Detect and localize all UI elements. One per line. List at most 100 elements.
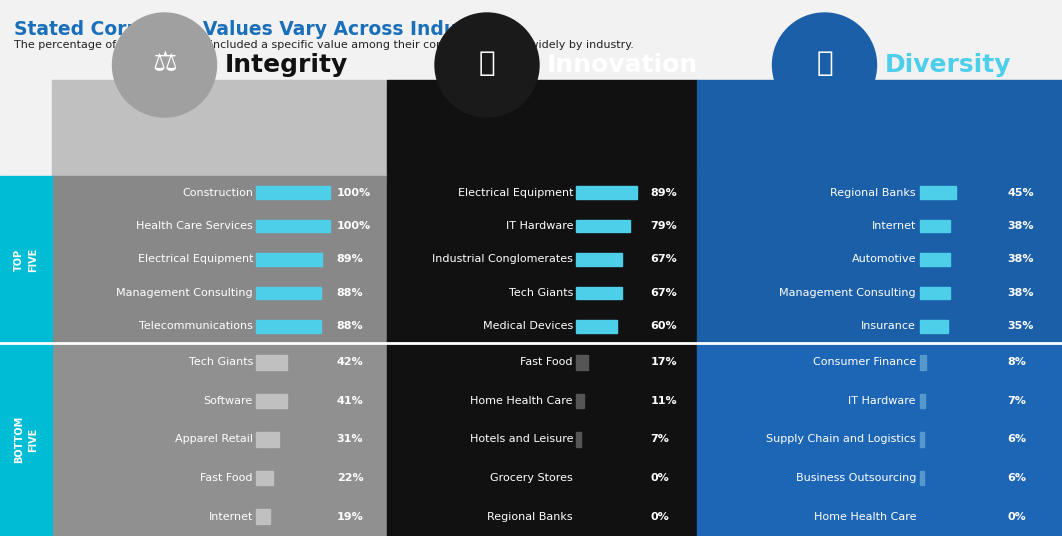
Text: 17%: 17% [651,358,678,367]
Text: 22%: 22% [337,473,363,483]
Bar [920,253,950,266]
Text: 67%: 67% [651,288,678,298]
Text: Telecommunications: Telecommunications [139,321,253,331]
Text: 🤲: 🤲 [817,49,833,77]
Bar [256,432,279,447]
Bar [920,432,924,447]
Bar [256,253,322,266]
Text: Diversity: Diversity [885,53,1011,77]
Text: 100%: 100% [337,221,371,231]
Text: 38%: 38% [1007,255,1033,264]
Text: Supply Chain and Logistics: Supply Chain and Logistics [767,435,917,444]
Bar [387,80,697,176]
Text: 7%: 7% [651,435,669,444]
Text: The percentage of companies that included a specific value among their core valu: The percentage of companies that include… [14,40,634,50]
Text: Insurance: Insurance [861,321,917,331]
Text: Software: Software [204,396,253,406]
Text: BOTTOM
FIVE: BOTTOM FIVE [14,416,38,463]
Bar [52,176,387,343]
Bar [576,393,584,408]
Text: Tech Giants: Tech Giants [509,288,573,298]
Bar [576,253,621,266]
Bar [256,393,287,408]
Bar [256,355,288,370]
Text: 88%: 88% [337,321,363,331]
Text: 31%: 31% [337,435,363,444]
Text: Fast Food: Fast Food [201,473,253,483]
Text: Home Health Care: Home Health Care [813,512,917,522]
Text: Business Outsourcing: Business Outsourcing [795,473,917,483]
Text: 38%: 38% [1007,221,1033,231]
Text: Electrical Equipment: Electrical Equipment [137,255,253,264]
Text: 0%: 0% [651,473,669,483]
Text: Tech Giants: Tech Giants [189,358,253,367]
Text: Electrical Equipment: Electrical Equipment [458,188,573,198]
Text: 38%: 38% [1007,288,1033,298]
Text: 67%: 67% [651,255,678,264]
Text: Hotels and Leisure: Hotels and Leisure [469,435,573,444]
Text: 88%: 88% [337,288,363,298]
Bar [920,287,950,299]
Bar [256,509,271,524]
Text: IT Hardware: IT Hardware [849,396,917,406]
Text: Apparel Retail: Apparel Retail [175,435,253,444]
Text: 60%: 60% [651,321,678,331]
Bar [0,176,52,343]
Text: Regional Banks: Regional Banks [487,512,573,522]
Bar [256,471,273,486]
Bar [256,187,330,199]
Text: 💡: 💡 [479,49,495,77]
Bar [576,320,617,333]
Text: TOP
FIVE: TOP FIVE [14,248,38,272]
Text: 42%: 42% [337,358,363,367]
Text: ⚖: ⚖ [152,49,177,77]
Bar [920,220,950,233]
Bar [52,343,387,536]
Bar [920,355,926,370]
Bar [256,287,321,299]
Text: Management Consulting: Management Consulting [780,288,917,298]
Text: Medical Devices: Medical Devices [483,321,573,331]
Bar [576,355,587,370]
Circle shape [772,13,876,117]
Text: Consumer Finance: Consumer Finance [812,358,917,367]
Text: 7%: 7% [1007,396,1026,406]
Text: 89%: 89% [337,255,363,264]
Text: Innovation: Innovation [547,53,698,77]
Text: 79%: 79% [651,221,678,231]
Text: 6%: 6% [1007,473,1026,483]
Text: 6%: 6% [1007,435,1026,444]
Bar [920,320,947,333]
Text: Integrity: Integrity [224,53,347,77]
Text: 100%: 100% [337,188,371,198]
Text: Regional Banks: Regional Banks [830,188,917,198]
Text: Automotive: Automotive [852,255,917,264]
Text: Internet: Internet [208,512,253,522]
Text: Construction: Construction [182,188,253,198]
Text: 0%: 0% [1007,512,1026,522]
Bar [387,176,697,343]
Text: Industrial Conglomerates: Industrial Conglomerates [432,255,573,264]
Bar [576,287,621,299]
Bar [256,320,321,333]
Text: Home Health Care: Home Health Care [470,396,573,406]
Text: IT Hardware: IT Hardware [506,221,573,231]
Text: Grocery Stores: Grocery Stores [491,473,573,483]
Text: 11%: 11% [651,396,678,406]
Bar [52,80,387,176]
Bar [256,220,330,233]
Text: 0%: 0% [651,512,669,522]
Text: 35%: 35% [1007,321,1033,331]
Text: Management Consulting: Management Consulting [117,288,253,298]
Text: 41%: 41% [337,396,363,406]
Text: 19%: 19% [337,512,363,522]
Text: Stated Corporate Values Vary Across Industries: Stated Corporate Values Vary Across Indu… [14,20,517,39]
Circle shape [435,13,539,117]
Bar [576,432,581,447]
Text: 45%: 45% [1007,188,1034,198]
Bar [387,343,697,536]
Bar [697,343,1062,536]
Bar [576,220,630,233]
Bar [697,80,1062,176]
Circle shape [113,13,217,117]
